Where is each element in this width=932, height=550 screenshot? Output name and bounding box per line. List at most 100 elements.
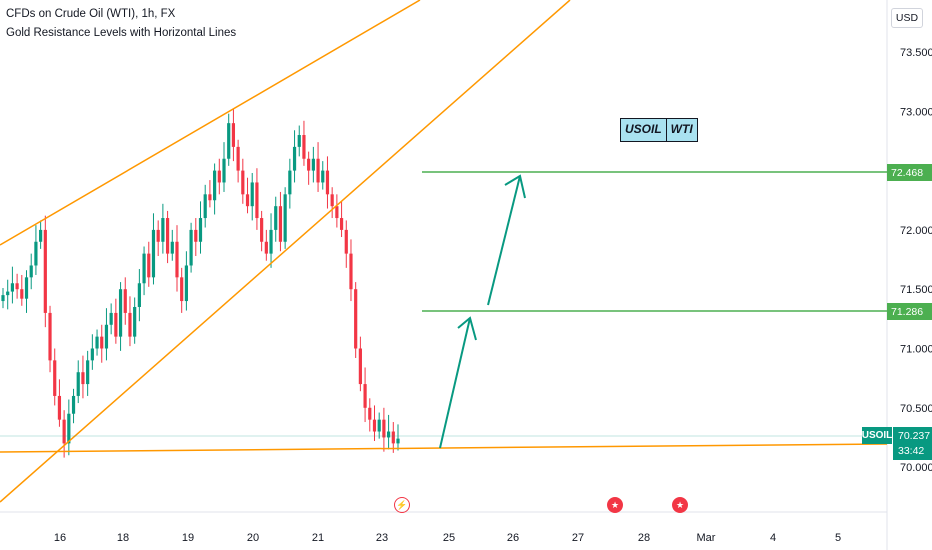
candle-body bbox=[250, 182, 254, 207]
candle-body bbox=[81, 372, 85, 385]
bar-countdown: 33:42 bbox=[898, 444, 925, 457]
x-tick-label: 25 bbox=[443, 532, 455, 544]
y-tick-label: 71.000 bbox=[900, 344, 932, 356]
candle-body bbox=[57, 395, 62, 420]
y-tick-label: 72.000 bbox=[900, 225, 932, 237]
candle-body bbox=[137, 283, 141, 307]
candle-body bbox=[142, 253, 146, 284]
candle-body bbox=[354, 289, 358, 349]
upper-channel-line bbox=[0, 0, 421, 246]
candle-body bbox=[165, 218, 170, 254]
symbol-label-wti: WTI bbox=[665, 119, 697, 141]
candle-body bbox=[335, 206, 339, 219]
candle-body bbox=[104, 324, 109, 349]
candle-body bbox=[358, 348, 362, 385]
candle-body bbox=[241, 170, 245, 195]
x-tick-label: 16 bbox=[54, 532, 66, 544]
candle-body bbox=[151, 229, 156, 278]
candle-body bbox=[288, 170, 292, 195]
candle-body bbox=[43, 229, 47, 313]
candle-body bbox=[161, 218, 165, 242]
candle-body bbox=[217, 170, 221, 183]
level-tag-71286: 71.286 bbox=[887, 303, 932, 320]
x-tick-label: 20 bbox=[247, 532, 259, 544]
candle-body bbox=[90, 348, 94, 361]
candle-body bbox=[71, 395, 76, 414]
candle-body bbox=[175, 241, 179, 278]
candle-body bbox=[396, 438, 400, 444]
y-tick-label: 71.500 bbox=[900, 284, 932, 296]
x-tick-label: 28 bbox=[638, 532, 650, 544]
x-axis-ticks: 16 18 19 20 21 23 25 26 27 28 Mar 4 5 bbox=[54, 532, 841, 544]
candle-body bbox=[86, 360, 90, 385]
candle-body bbox=[311, 158, 315, 171]
candle-body bbox=[377, 419, 381, 432]
flash-icon[interactable]: ⚡ bbox=[394, 497, 410, 513]
candle-body bbox=[133, 306, 137, 337]
candle-body bbox=[203, 194, 207, 219]
candle-body bbox=[255, 182, 259, 219]
candle-body bbox=[222, 158, 226, 183]
candle-body bbox=[76, 372, 80, 396]
x-tick-label: 26 bbox=[507, 532, 519, 544]
symbol-label-usoil: USOIL bbox=[621, 119, 666, 141]
symbol-label-box: USOIL WTI bbox=[620, 118, 698, 142]
candle-body bbox=[316, 158, 320, 183]
candle-body bbox=[194, 229, 198, 242]
drawing-overlays bbox=[0, 0, 888, 503]
indicator-subtitle: Gold Resistance Levels with Horizontal L… bbox=[6, 27, 237, 39]
candle-body bbox=[278, 206, 283, 242]
candle-body bbox=[227, 123, 231, 159]
candle-body bbox=[391, 431, 395, 444]
candle-body bbox=[123, 289, 127, 313]
y-tick-label: 73.000 bbox=[900, 106, 932, 118]
current-price-tag: 70.237 33:42 bbox=[893, 427, 932, 460]
candle-body bbox=[39, 229, 43, 242]
candle-body bbox=[147, 253, 151, 278]
candle-body bbox=[1, 295, 5, 302]
y-tick-label: 70.000 bbox=[900, 462, 932, 474]
candle-body bbox=[10, 283, 15, 292]
x-tick-label: 5 bbox=[835, 532, 841, 544]
candle-body bbox=[339, 218, 344, 230]
candle-body bbox=[307, 158, 311, 171]
candle-body bbox=[274, 206, 278, 230]
x-tick-label: 27 bbox=[572, 532, 584, 544]
currency-selector[interactable]: USD bbox=[891, 8, 923, 28]
chart-title: CFDs on Crude Oil (WTI), 1h, FX bbox=[6, 8, 176, 20]
candle-body bbox=[53, 360, 57, 396]
y-axis-ticks: 73.50073.00072.50072.00071.50071.00070.5… bbox=[900, 47, 932, 474]
x-tick-label: 18 bbox=[117, 532, 129, 544]
candle-body bbox=[170, 241, 174, 254]
candle-body bbox=[325, 170, 330, 195]
x-tick-label: 19 bbox=[182, 532, 194, 544]
candle-body bbox=[180, 277, 184, 302]
candle-body bbox=[156, 229, 160, 242]
candle-body bbox=[302, 135, 306, 159]
candle-body bbox=[386, 431, 391, 438]
candle-body bbox=[100, 336, 104, 349]
candle-body bbox=[24, 277, 29, 299]
projection-arrow-1 bbox=[439, 316, 477, 449]
y-tick-label: 73.500 bbox=[900, 47, 932, 59]
candle-body bbox=[260, 218, 264, 242]
candle-body bbox=[62, 419, 66, 444]
x-tick-label: Mar bbox=[697, 532, 716, 544]
x-tick-label: 21 bbox=[312, 532, 324, 544]
lower-channel-line bbox=[0, 0, 571, 503]
candle-body bbox=[231, 123, 236, 147]
candle-body bbox=[382, 419, 386, 438]
candle-body bbox=[48, 312, 52, 361]
candle-body bbox=[236, 146, 240, 171]
candle-body bbox=[372, 419, 377, 432]
candle-body bbox=[6, 291, 10, 296]
us-flag-icon[interactable]: ★ bbox=[607, 497, 623, 513]
level-tag-72468: 72.468 bbox=[887, 164, 932, 181]
candle-body bbox=[292, 146, 297, 171]
candle-body bbox=[330, 194, 334, 207]
candle-body bbox=[321, 170, 325, 183]
candle-body bbox=[245, 194, 250, 207]
candle-body bbox=[20, 289, 24, 299]
us-flag-icon[interactable]: ★ bbox=[672, 497, 688, 513]
